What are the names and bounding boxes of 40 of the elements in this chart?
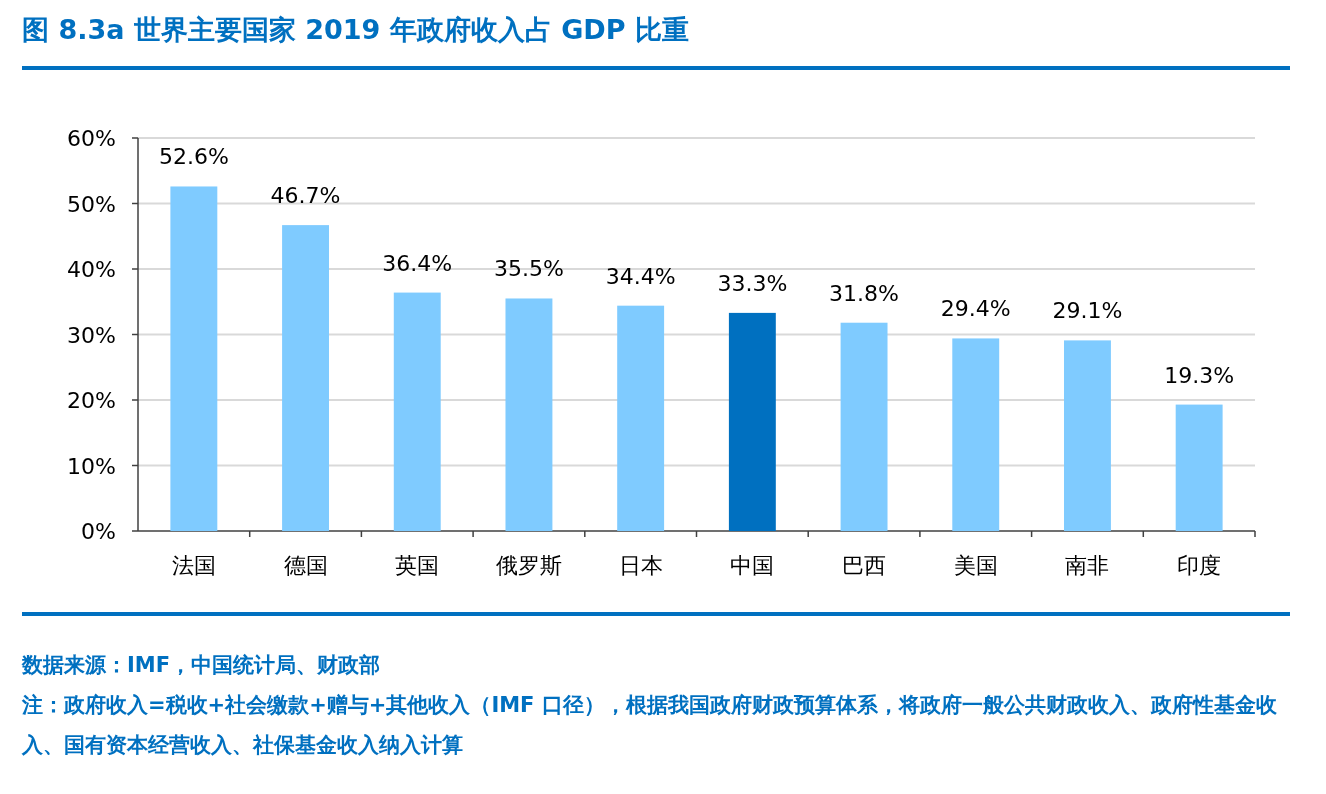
bar — [617, 305, 665, 531]
data-label: 34.4% — [605, 263, 676, 289]
data-label: 36.4% — [382, 250, 453, 276]
data-label: 19.3% — [1164, 362, 1235, 388]
text: 注：政府收入=税收+社会缴款+赠与+其他收入（IMF 口径），根据我国政府财政预算体系，将政府一般公共财政收入、政府性基金收入、国有资本经营收入、社保基金收入纳入计算 — [22, 692, 1278, 759]
y-tick-label: 60% — [67, 126, 116, 151]
x-tick-label: 德国 — [283, 553, 328, 578]
bar — [1175, 404, 1223, 531]
bar — [393, 292, 441, 531]
x-tick-label: 法国 — [171, 553, 216, 578]
y-tick-label: 10% — [67, 453, 116, 479]
y-tick-label: 0% — [81, 519, 116, 544]
data-label: 35.5% — [494, 256, 564, 282]
data-label: 46.7% — [270, 183, 341, 209]
bar — [728, 312, 776, 531]
data-label: 29.4% — [940, 296, 1011, 322]
x-tick-label: 印度 — [1177, 553, 1222, 578]
data-label: 52.6% — [158, 144, 229, 170]
x-tick-label: 中国 — [730, 553, 775, 578]
source-note: 数据来源：IMF，中国统计局、财政部 — [22, 652, 382, 679]
y-tick-label: 30% — [67, 322, 116, 348]
x-tick-label: 南非 — [1065, 553, 1110, 578]
data-label: 29.1% — [1052, 298, 1123, 324]
bar — [505, 298, 553, 531]
data-label: 31.8% — [829, 280, 899, 306]
data-label: 33.3% — [717, 270, 788, 296]
x-tick-label: 日本 — [618, 553, 663, 578]
bar — [840, 322, 888, 531]
x-tick-label: 英国 — [395, 553, 440, 578]
y-tick-label: 40% — [67, 257, 116, 282]
bar — [1063, 340, 1111, 531]
bar — [170, 186, 218, 531]
bar — [282, 225, 330, 531]
y-tick-label: 50% — [67, 191, 116, 217]
chart-title: 图 8.3a 世界主要国家 2019 年政府收入占 GDP 比重 — [22, 13, 689, 47]
x-tick-label: 巴西 — [842, 553, 887, 578]
x-tick-label: 美国 — [953, 553, 998, 578]
x-tick-label: 俄罗斯 — [495, 553, 562, 578]
y-tick-label: 20% — [67, 388, 116, 413]
bar — [952, 338, 1000, 531]
